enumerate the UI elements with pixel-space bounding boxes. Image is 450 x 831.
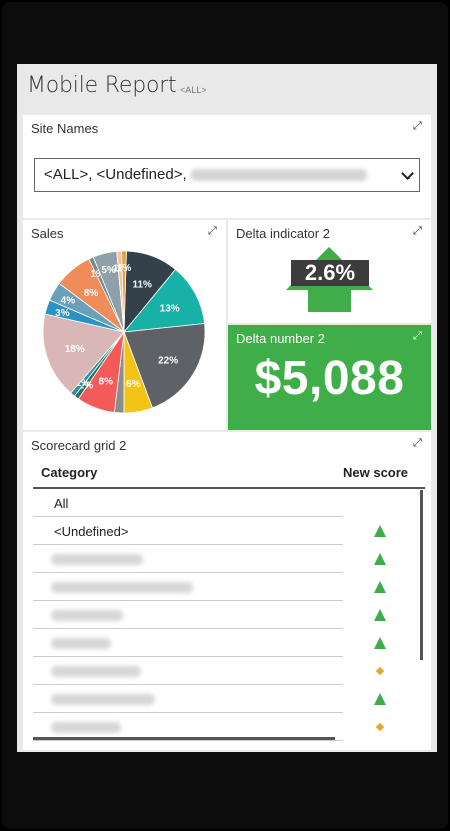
pie-slice-label: 11% (132, 279, 152, 290)
row-divider (33, 712, 343, 713)
table-row[interactable] (33, 713, 353, 741)
row-divider (33, 544, 343, 545)
tile-title: Scorecard grid 2 (31, 438, 127, 453)
pie-slice-label: 1% (117, 263, 132, 274)
table-row[interactable] (33, 685, 353, 713)
delta-indicator-tile: Delta indicator 2 ⤢ 2.6% (228, 220, 431, 323)
expand-icon[interactable]: ⤢ (413, 330, 422, 342)
pie-slice-label: 22% (158, 355, 178, 366)
row-divider (33, 572, 343, 573)
expand-icon[interactable]: ⤢ (413, 120, 422, 132)
report-screen: Mobile Report <ALL> Site Names ⤢ <ALL>, … (17, 64, 437, 752)
table-row[interactable] (33, 601, 353, 629)
tile-title: Site Names (31, 121, 99, 136)
expand-icon[interactable]: ⤢ (208, 225, 217, 237)
pie-slice[interactable] (42, 313, 125, 394)
pie-slice-label: 1% (79, 380, 94, 391)
row-category: <Undefined> (54, 524, 129, 539)
column-header-category[interactable]: Category (41, 465, 98, 480)
pie-slice-label: 6% (126, 379, 141, 390)
status-up-icon (374, 553, 386, 565)
report-filter-tag: <ALL> (180, 85, 207, 95)
row-divider (33, 740, 343, 741)
row-divider (33, 684, 343, 685)
table-row[interactable] (33, 629, 353, 657)
pie-slice-label: 3% (55, 308, 70, 319)
redacted-category (51, 666, 141, 677)
pie-slice-label: 5% (101, 265, 116, 276)
status-up-icon (374, 525, 386, 537)
redacted-category (51, 554, 143, 565)
row-divider (33, 600, 343, 601)
scorecard-grid-tile: Scorecard grid 2 ⤢ Category New score Al… (23, 432, 431, 750)
table-row[interactable]: <Undefined> (33, 517, 353, 545)
dropdown-ellipsis: . (407, 166, 411, 182)
redacted-category (51, 694, 155, 705)
pie-slice[interactable] (121, 250, 127, 333)
row-divider (33, 628, 343, 629)
tile-title: Sales (31, 226, 64, 241)
table-row[interactable] (33, 657, 353, 685)
pie-slice-label: 4% (61, 296, 76, 307)
delta-number-tile: Delta number 2 ⤢ $5,088 (228, 325, 431, 430)
chevron-down-icon (401, 167, 414, 180)
pie-slice-label: 1% (90, 269, 105, 280)
status-up-icon (374, 609, 386, 621)
status-neutral-icon (375, 722, 385, 732)
delta-number-value: $5,088 (254, 352, 405, 405)
redacted-category (51, 638, 111, 649)
status-up-icon (374, 637, 386, 649)
vertical-scrollbar[interactable] (420, 490, 423, 660)
pie-slice[interactable] (123, 268, 205, 333)
pie-slice-label: 1% (76, 378, 91, 389)
pie-slice[interactable] (123, 323, 206, 409)
redacted-text (190, 169, 367, 182)
status-neutral-icon (375, 666, 385, 676)
horizontal-scrollbar[interactable] (33, 737, 335, 740)
tile-title: Delta indicator 2 (236, 226, 330, 241)
report-title: Mobile Report (27, 73, 177, 98)
delta-indicator-value: 2.6% (291, 260, 369, 286)
redacted-category (51, 582, 193, 593)
table-row[interactable] (33, 545, 353, 573)
site-names-tile: Site Names ⤢ <ALL>, <Undefined>, . (23, 115, 431, 218)
site-names-dropdown[interactable]: <ALL>, <Undefined>, . (34, 158, 420, 192)
table-row[interactable] (33, 573, 353, 601)
header-divider (33, 487, 425, 489)
redacted-category (51, 722, 121, 733)
pie-slice-label: 8% (84, 288, 99, 299)
pie-slice-label: 13% (160, 303, 180, 314)
row-category: All (54, 496, 69, 511)
dropdown-selected-value: <ALL>, <Undefined>, (44, 166, 367, 183)
report-header: Mobile Report <ALL> (17, 64, 437, 112)
table-row[interactable]: All (33, 489, 353, 517)
pie-slice-label: 1% (113, 263, 128, 274)
status-up-icon (374, 693, 386, 705)
expand-icon[interactable]: ⤢ (413, 225, 422, 237)
row-divider (33, 516, 343, 517)
expand-icon[interactable]: ⤢ (413, 437, 422, 449)
row-divider (33, 656, 343, 657)
sales-pie-chart[interactable]: 11%13%22%6%8%1%1%18%3%4%8%1%5%1%1% (23, 220, 226, 430)
column-header-new-score[interactable]: New score (343, 465, 409, 480)
pie-slice-label: 8% (99, 377, 114, 388)
pie-slice-label: 18% (65, 344, 85, 355)
status-up-icon (374, 581, 386, 593)
tile-title: Delta number 2 (236, 331, 325, 346)
sales-tile: Sales ⤢ 11% 13% 22% 6% 8% 1% 1% 18% 3% 4% 8% 1% 5% 1%… (23, 220, 226, 430)
redacted-category (51, 610, 123, 621)
